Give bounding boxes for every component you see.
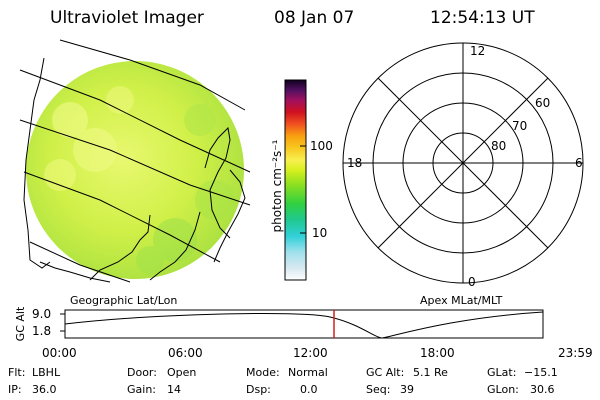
glon-label: GLon: <box>487 383 519 396</box>
glat-label: GLat: <box>487 366 517 379</box>
dsp-value: 0.0 <box>300 383 318 396</box>
date-label: 08 Jan 07 <box>274 8 355 28</box>
flt-value: LBHL <box>32 366 61 379</box>
time-tick-1200: 12:00 <box>293 346 328 360</box>
altitude-axis-label: GC Alt <box>14 306 27 342</box>
gcalt-label: GC Alt: <box>366 366 405 379</box>
time-tick-1800: 18:00 <box>420 346 455 360</box>
seq-label: Seq: <box>366 383 391 396</box>
ip-label: IP: <box>8 383 22 396</box>
altitude-plot <box>60 309 544 339</box>
instrument-title: Ultraviolet Imager <box>50 8 204 28</box>
lat-label-60: 60 <box>535 96 551 110</box>
altitude-tick-low: 1.8 <box>32 324 52 338</box>
gain-label: Gain: <box>127 383 156 396</box>
gcalt-value: 5.1 Re <box>413 366 448 379</box>
door-label: Door: <box>127 366 157 379</box>
mlt-label-6: 6 <box>575 156 583 170</box>
altitude-tick-high: 9.0 <box>32 307 52 321</box>
mlt-label-0: 0 <box>468 275 476 289</box>
seq-value: 39 <box>400 383 414 396</box>
lat-label-80: 80 <box>491 139 507 153</box>
mode-value: Normal <box>288 366 328 379</box>
polar-grid <box>342 42 584 284</box>
mlt-label-12: 12 <box>470 44 486 58</box>
glat-value: −15.1 <box>524 366 558 379</box>
mode-label: Mode: <box>246 366 280 379</box>
time-tick-0000: 00:00 <box>42 346 77 360</box>
time-label: 12:54:13 UT <box>430 8 535 28</box>
dsp-label: Dsp: <box>246 383 271 396</box>
glon-value: 30.6 <box>530 383 555 396</box>
time-tick-0600: 06:00 <box>168 346 203 360</box>
colorbar-tick-100: 100 <box>310 139 333 153</box>
geographic-label: Geographic Lat/Lon <box>70 294 178 307</box>
uv-image <box>19 39 251 283</box>
door-value: Open <box>167 366 197 379</box>
time-tick-2359: 23:59 <box>558 346 593 360</box>
mlt-label-18: 18 <box>347 156 363 170</box>
lat-label-70: 70 <box>512 119 528 133</box>
flt-label: Flt: <box>8 366 26 379</box>
ip-value: 36.0 <box>32 383 57 396</box>
gain-value: 14 <box>167 383 181 396</box>
colorbar-unit-label: photon cm⁻²s⁻¹ <box>270 139 284 233</box>
apex-label: Apex MLat/MLT <box>420 294 503 307</box>
colorbar-tick-10: 10 <box>312 226 328 240</box>
color-scale-bar <box>284 79 307 281</box>
